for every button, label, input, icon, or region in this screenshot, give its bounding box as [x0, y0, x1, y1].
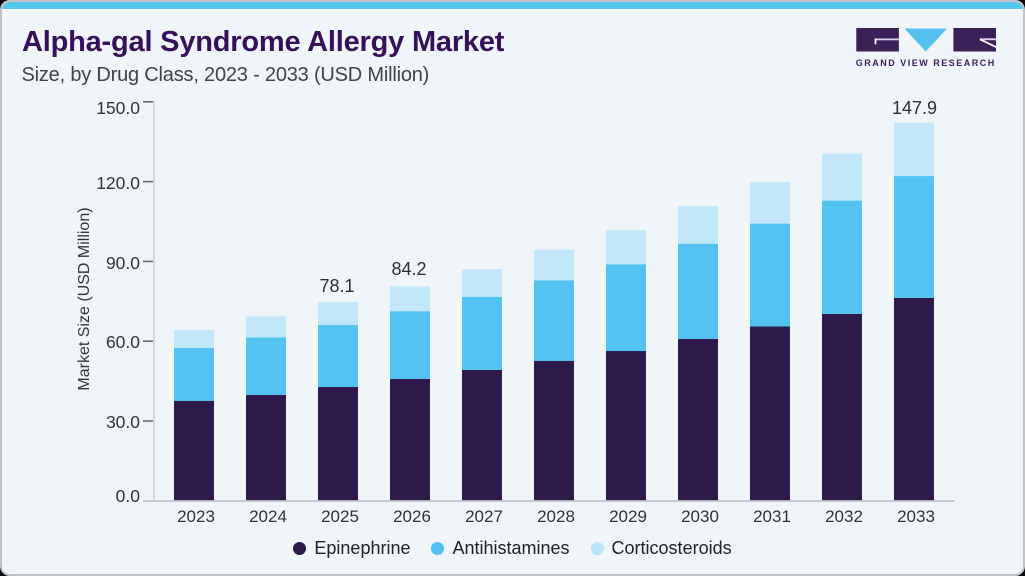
svg-text:GRAND VIEW RESEARCH: GRAND VIEW RESEARCH — [856, 58, 996, 68]
